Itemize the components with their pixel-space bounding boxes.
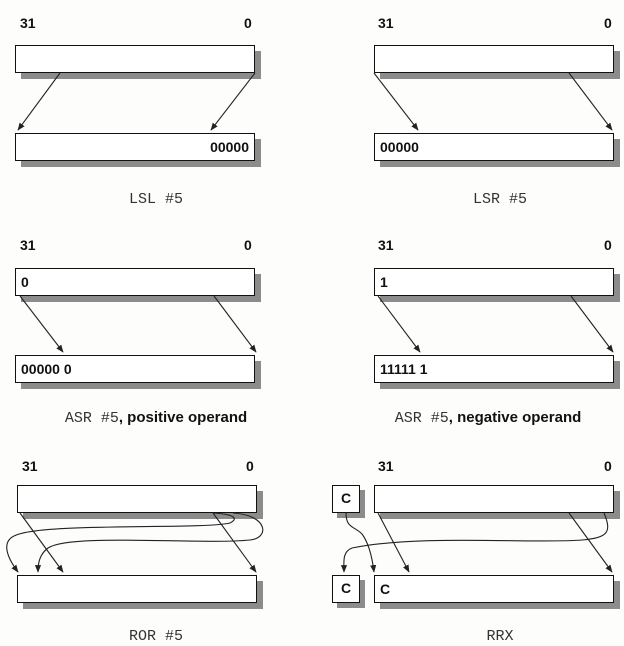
bit-0-label: 0 bbox=[244, 15, 252, 31]
source-register: 1 bbox=[374, 268, 614, 296]
caption-code: ROR #5 bbox=[128, 628, 183, 645]
shift-arrows bbox=[377, 295, 614, 353]
result-register: 11111 1 bbox=[374, 355, 614, 383]
result-register: C bbox=[374, 575, 614, 603]
result-register-value: 00000 bbox=[210, 139, 249, 155]
source-register-value: 1 bbox=[380, 274, 388, 290]
result-register-value: 00000 0 bbox=[21, 361, 72, 377]
result-register: 00000 0 bbox=[15, 355, 255, 383]
bit-0-label: 0 bbox=[604, 237, 612, 253]
source-register bbox=[15, 45, 255, 73]
shift-arrows bbox=[17, 72, 256, 131]
result-register: 00000 bbox=[374, 133, 614, 161]
source-register bbox=[17, 485, 257, 513]
result-register-value: 00000 bbox=[380, 139, 419, 155]
bit-31-label: 31 bbox=[378, 458, 394, 474]
bit-0-label: 0 bbox=[244, 237, 252, 253]
source-register bbox=[374, 45, 614, 73]
caption-code: LSL #5 bbox=[128, 191, 183, 208]
source-register bbox=[374, 485, 614, 513]
bit-31-label: 31 bbox=[22, 458, 38, 474]
caption-suffix: , negative operand bbox=[448, 409, 582, 426]
caption-code: RRX bbox=[486, 628, 514, 645]
rotate-arrows bbox=[340, 512, 613, 573]
asr-positive-diagram: 31 0 0 00000 0 ASR #5, positive operand bbox=[0, 215, 312, 430]
bit-31-label: 31 bbox=[378, 237, 394, 253]
caption-code: ASR #5 bbox=[64, 410, 119, 427]
caption: LSR #5 bbox=[344, 190, 624, 208]
asr-negative-diagram: 31 0 1 11111 1 ASR #5, negative operand bbox=[312, 215, 624, 430]
source-register-value: 0 bbox=[21, 274, 29, 290]
caption-suffix: , positive operand bbox=[118, 409, 248, 426]
bit-0-label: 0 bbox=[246, 458, 254, 474]
result-register bbox=[17, 575, 257, 603]
bit-31-label: 31 bbox=[20, 237, 36, 253]
ror-diagram: 31 0 ROR #5 bbox=[0, 430, 312, 645]
caption-code: ASR #5 bbox=[394, 410, 449, 427]
carry-flag-out: C bbox=[332, 575, 360, 603]
carry-flag-in: C bbox=[332, 485, 360, 513]
result-register-value: C bbox=[380, 581, 391, 597]
caption: LSL #5 bbox=[0, 190, 312, 208]
shift-arrows bbox=[19, 295, 257, 353]
bit-31-label: 31 bbox=[378, 15, 394, 31]
caption: RRX bbox=[344, 627, 624, 645]
caption: ASR #5, positive operand bbox=[0, 409, 312, 427]
caption: ROR #5 bbox=[0, 627, 312, 645]
lsr-diagram: 31 0 00000 LSR #5 bbox=[312, 0, 624, 215]
bit-0-label: 0 bbox=[604, 458, 612, 474]
rrx-diagram: 31 0 C C C RRX bbox=[312, 430, 624, 645]
result-register-value: 11111 1 bbox=[380, 361, 428, 377]
shift-arrows bbox=[373, 72, 613, 131]
result-register: 00000 bbox=[15, 133, 255, 161]
caption-code: LSR #5 bbox=[472, 191, 527, 208]
rotate-arrows bbox=[6, 512, 264, 573]
lsl-diagram: 31 0 00000 LSL #5 bbox=[0, 0, 312, 215]
source-register: 0 bbox=[15, 268, 255, 296]
bit-0-label: 0 bbox=[604, 15, 612, 31]
bit-31-label: 31 bbox=[20, 15, 36, 31]
caption: ASR #5, negative operand bbox=[332, 409, 624, 427]
